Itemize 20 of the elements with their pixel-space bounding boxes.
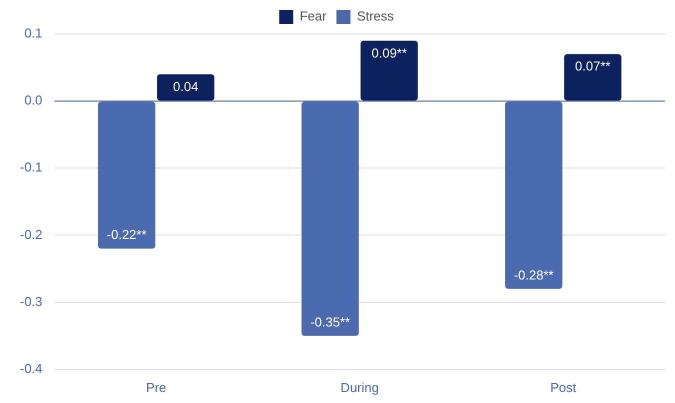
y-tick-label: -0.2 xyxy=(20,226,42,242)
data-label: 0.09** xyxy=(372,45,407,60)
x-tick-label: During xyxy=(340,380,379,395)
y-tick-label: -0.3 xyxy=(20,294,42,309)
bar xyxy=(564,54,622,101)
bar xyxy=(157,74,214,101)
legend-label: Stress xyxy=(356,8,394,24)
data-label: -0.35** xyxy=(310,314,350,330)
data-label: -0.22** xyxy=(106,227,147,242)
data-label: 0.04 xyxy=(173,78,198,94)
y-tick-label: -0.1 xyxy=(20,160,42,175)
y-tick-label: 0.0 xyxy=(24,92,42,108)
data-label: -0.28** xyxy=(514,267,554,282)
x-tick-label: Pre xyxy=(146,380,166,395)
bar xyxy=(360,40,418,101)
x-tick-label: Post xyxy=(550,380,577,395)
y-tick-label: 0.1 xyxy=(24,26,42,41)
y-tick-label: -0.4 xyxy=(20,360,42,376)
data-label: 0.07** xyxy=(575,58,610,74)
legend-label: Fear xyxy=(300,8,328,24)
